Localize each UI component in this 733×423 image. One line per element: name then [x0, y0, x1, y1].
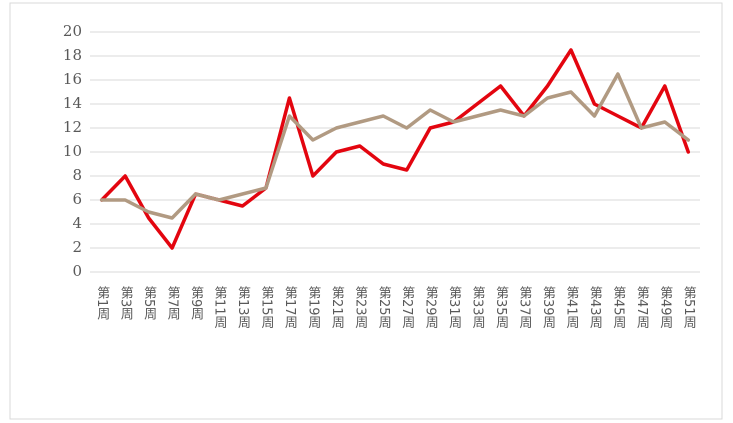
x-tick-label: 第39周: [540, 286, 556, 330]
y-tick-label: 12: [63, 118, 82, 136]
y-tick-label: 20: [63, 22, 82, 40]
y-tick-label: 14: [63, 94, 82, 112]
y-tick-label: 10: [63, 142, 82, 160]
y-tick-label: 2: [72, 238, 82, 256]
x-tick-label: 第43周: [587, 286, 603, 330]
x-tick-label: 第17周: [282, 286, 298, 330]
x-tick-label: 第47周: [634, 286, 650, 330]
x-tick-label: 第19周: [305, 286, 321, 330]
series-line: [99, 72, 691, 220]
y-tick-label: 0: [72, 262, 82, 280]
x-tick-label: 第9周: [188, 286, 204, 322]
x-tick-label: 第27周: [399, 286, 415, 330]
y-tick-label: 16: [63, 70, 82, 88]
x-tick-label: 第7周: [165, 286, 181, 322]
x-tick-label: 第25周: [376, 286, 392, 330]
x-tick-label: 第11周: [212, 286, 228, 330]
x-tick-label: 第21周: [329, 286, 345, 330]
x-tick-label: 第51周: [681, 286, 697, 330]
x-tick-label: 第31周: [446, 286, 462, 330]
x-tick-label: 第33周: [470, 286, 486, 330]
x-tick-label: 第23周: [352, 286, 368, 330]
x-tick-label: 第1周: [94, 286, 110, 322]
x-tick-label: 第15周: [258, 286, 274, 330]
x-tick-label: 第35周: [493, 286, 509, 330]
x-tick-label: 第3周: [118, 286, 134, 322]
y-tick-label: 4: [72, 214, 82, 232]
x-tick-label: 第45周: [610, 286, 626, 330]
x-tick-label: 第41周: [563, 286, 579, 330]
x-tick-label: 第29周: [423, 286, 439, 330]
chart-border: [9, 2, 723, 420]
y-tick-label: 6: [72, 190, 82, 208]
x-tick-label: 第49周: [657, 286, 673, 330]
y-tick-label: 18: [63, 46, 82, 64]
x-tick-label: 第13周: [235, 286, 251, 330]
x-tick-label: 第5周: [141, 286, 157, 322]
y-tick-label: 8: [72, 166, 82, 184]
x-tick-label: 第37周: [517, 286, 533, 330]
